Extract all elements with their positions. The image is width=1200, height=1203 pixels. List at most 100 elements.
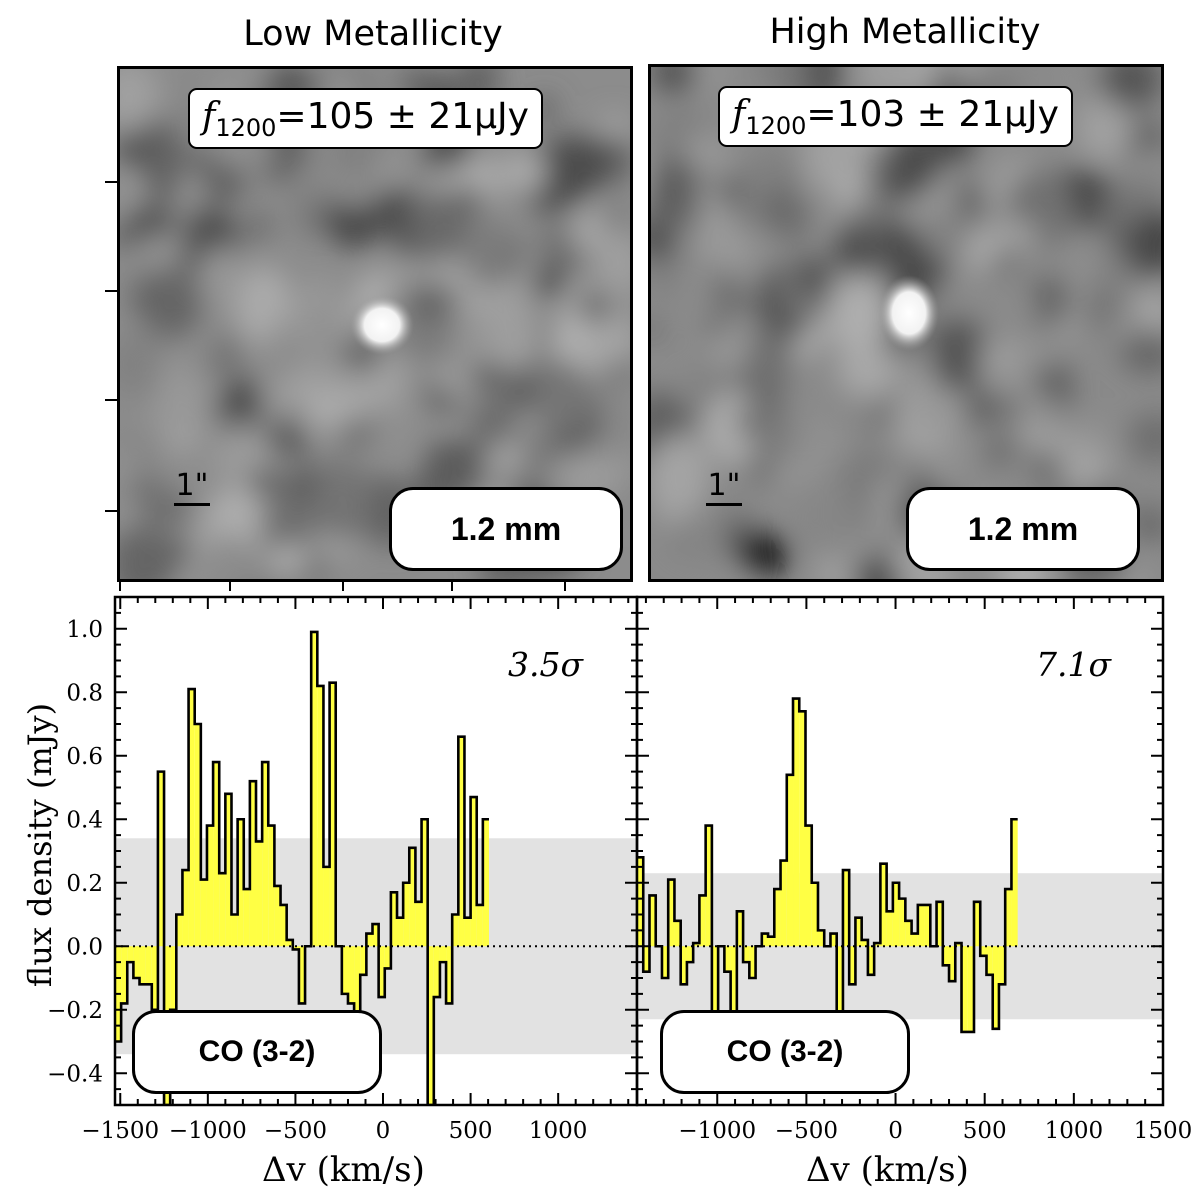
y-tick-label: 0.0 xyxy=(66,934,103,960)
spectrum-bin xyxy=(354,946,361,1045)
line-label-low: CO (3-2) xyxy=(132,1010,382,1094)
spectrum-bin xyxy=(427,946,434,1105)
spectrum-bin xyxy=(347,946,355,1004)
panel-title-low: Low Metallicity xyxy=(243,14,503,54)
spectrum-bin xyxy=(774,889,781,947)
spectrum-bin xyxy=(482,819,489,947)
flux-symbol-high: f xyxy=(732,94,746,135)
spectrum-bin xyxy=(649,895,656,947)
spectrum-bin xyxy=(743,946,750,963)
y-tick-label: 0.2 xyxy=(66,871,103,897)
spectrum-bin xyxy=(170,946,177,1010)
spectrum-bin xyxy=(924,904,931,947)
spectrum-bin xyxy=(805,825,812,947)
spectrum-bin xyxy=(1011,819,1018,947)
spectrum-bin xyxy=(768,936,775,947)
spectrum-bin xyxy=(680,946,687,985)
spectrum-bin xyxy=(213,762,220,947)
x-tick-label: 1500 xyxy=(1134,1118,1193,1144)
y-tick-label: −0.4 xyxy=(47,1061,103,1087)
x-tick-label: −1500 xyxy=(81,1118,159,1144)
y-tick-label: 0.4 xyxy=(66,807,103,833)
spectrum-bin xyxy=(378,946,385,998)
spectrum-bin xyxy=(249,781,257,947)
y-tick-label: 1.0 xyxy=(66,617,103,643)
spectrum-bin xyxy=(886,911,893,947)
x-axis-label-low: Δv (km/s) xyxy=(262,1150,425,1190)
x-tick-label: −1000 xyxy=(678,1118,756,1144)
spectrum-bin xyxy=(643,946,650,972)
flux-value-low: =105 ± 21μJy xyxy=(276,96,529,137)
spectrum-bin xyxy=(182,870,189,947)
spectrum-bin xyxy=(674,920,681,947)
spectrum-bin xyxy=(237,819,244,947)
image-panel-low xyxy=(117,66,633,582)
y-tick-label: 0.6 xyxy=(66,744,103,770)
spectrum-bin xyxy=(433,946,440,998)
x-tick-label: 1000 xyxy=(529,1118,588,1144)
spectrum-bin xyxy=(699,895,706,947)
spectrum-bin xyxy=(145,946,152,985)
spectrum-bin xyxy=(855,917,862,947)
band-label-low: 1.2 mm xyxy=(389,487,623,571)
source-blob-low xyxy=(350,295,414,355)
x-tick-label: −500 xyxy=(264,1118,327,1144)
spectrum-bin xyxy=(867,946,875,975)
spectrum-bin xyxy=(917,904,925,947)
spectrum-bin xyxy=(390,892,398,947)
x-tick-label: 1000 xyxy=(1045,1118,1104,1144)
x-tick-label: 0 xyxy=(376,1118,391,1144)
spectrum-bin xyxy=(372,924,379,947)
spectrum-bin xyxy=(817,930,825,947)
source-blob-high xyxy=(879,275,939,351)
flux-sub-low: 1200 xyxy=(215,114,277,143)
spectrum-bin xyxy=(730,946,737,1026)
spectrum-bin xyxy=(936,901,943,947)
y-axis-label: flux density (mJy) xyxy=(21,702,59,988)
spectrum-bin xyxy=(998,946,1006,985)
spectrum-bin xyxy=(973,901,981,947)
x-tick-label: −1000 xyxy=(169,1118,247,1144)
spectrum-bin xyxy=(458,736,465,947)
spectrum-bin xyxy=(188,689,195,947)
spectrum-bin xyxy=(637,857,644,947)
spectrum-bin xyxy=(323,866,330,947)
flux-symbol-low: f xyxy=(202,96,216,137)
spectrum-bin xyxy=(905,920,912,947)
panel-title-high: High Metallicity xyxy=(769,12,1041,52)
spectrum-bin xyxy=(476,904,483,947)
x-tick-label: −500 xyxy=(775,1118,838,1144)
spectrum-bin xyxy=(127,946,134,963)
scale-label-low: 1" xyxy=(175,468,209,503)
spectrum-bin xyxy=(317,685,324,947)
y-tick-label: 0.8 xyxy=(66,680,103,706)
spectrum-bin xyxy=(861,939,868,947)
spectrum-bin xyxy=(366,933,373,947)
spectrum-bin xyxy=(262,762,269,947)
spectrum-bin xyxy=(899,898,906,947)
spectrum-bin xyxy=(225,793,232,947)
spectrum-bin xyxy=(799,711,806,947)
spectrum-bin xyxy=(786,774,794,947)
spectrum-bin xyxy=(298,946,306,1004)
flux-sub-high: 1200 xyxy=(745,112,807,141)
significance-low: 3.5σ xyxy=(508,645,584,684)
spectrum-bin xyxy=(219,873,226,947)
spectrum-bin xyxy=(397,917,404,947)
scale-line-low xyxy=(174,503,210,506)
flux-value-high: =103 ± 21μJy xyxy=(806,94,1059,135)
x-tick-label: 500 xyxy=(963,1118,1007,1144)
spectrum-bin xyxy=(292,946,299,950)
y-tick-label: −0.2 xyxy=(47,998,103,1024)
spectrum-bin xyxy=(341,946,348,994)
spectrum-bin xyxy=(139,946,146,985)
flux-label-high: f1200=103 ± 21μJy xyxy=(718,86,1073,147)
spectrum-bin xyxy=(470,797,477,947)
spectrum-bin xyxy=(955,943,962,947)
spectrum-bin xyxy=(360,946,367,975)
spectrum-bin xyxy=(452,914,459,947)
spectrum-series-line xyxy=(637,697,1018,1034)
spectrum-bin xyxy=(446,946,453,1004)
spectrum-bin xyxy=(256,841,263,947)
spectrum-bin xyxy=(133,946,140,978)
